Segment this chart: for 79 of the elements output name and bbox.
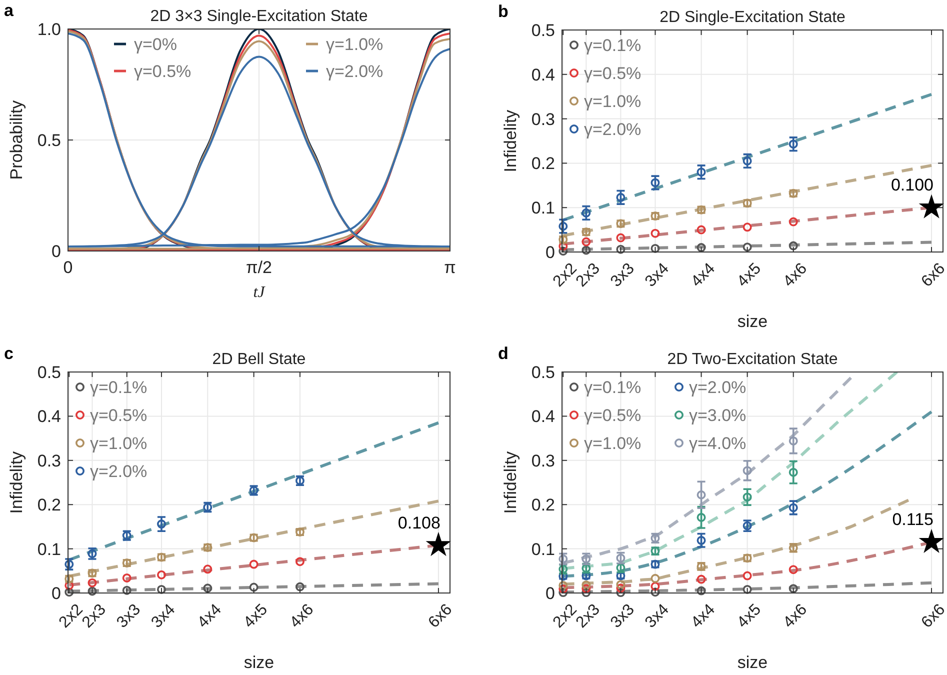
legend-label: γ=1.0% bbox=[326, 35, 384, 54]
y-tick-label: 0 bbox=[52, 242, 61, 261]
x-axis-title: tJ bbox=[253, 284, 266, 301]
x-tick-label: 0 bbox=[63, 258, 73, 277]
y-axis-title: Infidelity bbox=[7, 450, 26, 514]
legend-label: γ=0.5% bbox=[584, 64, 642, 83]
legend-label: γ=2.0% bbox=[90, 462, 148, 481]
text: d bbox=[498, 344, 508, 363]
y-tick-label: 0.2 bbox=[37, 496, 61, 515]
annotation: 0.115 bbox=[892, 510, 934, 530]
x-tick-label: π bbox=[444, 258, 456, 277]
y-tick-label: 0.2 bbox=[531, 496, 555, 515]
y-tick-label: 0.5 bbox=[531, 363, 555, 382]
x-tick-label: 3x4 bbox=[642, 260, 672, 290]
y-tick-label: 0.3 bbox=[531, 110, 555, 129]
x-tick-label: 4x5 bbox=[734, 601, 765, 632]
y-tick-label: 0.2 bbox=[531, 154, 555, 174]
y-tick-label: 0.1 bbox=[37, 540, 61, 559]
x-tick-label: 4x5 bbox=[240, 601, 272, 632]
y-tick-label: 0.1 bbox=[531, 540, 555, 559]
x-tick-label: 6x6 bbox=[425, 601, 456, 632]
chart-title: 2D Two-Excitation State bbox=[667, 351, 838, 368]
legend-label: γ=0.1% bbox=[584, 378, 642, 397]
legend-label: γ=1.0% bbox=[584, 92, 642, 111]
legend-label: γ=0.5% bbox=[584, 406, 642, 425]
legend-label: γ=2.0% bbox=[689, 378, 746, 397]
x-tick-label: 6x6 bbox=[918, 260, 947, 290]
legend-label: γ=3.0% bbox=[689, 406, 746, 425]
y-tick-label: 0.4 bbox=[37, 407, 61, 426]
legend-label: γ=0.5% bbox=[90, 406, 148, 425]
x-tick-label: 3x3 bbox=[114, 601, 144, 632]
x-tick-label: 3x3 bbox=[608, 260, 638, 290]
x-tick-label: 3x4 bbox=[642, 601, 672, 632]
y-axis-title: Infidelity bbox=[501, 109, 520, 172]
y-tick-label: 0.5 bbox=[37, 131, 61, 150]
annotation: 0.108 bbox=[398, 513, 440, 532]
y-tick-label: 0.3 bbox=[531, 451, 555, 470]
x-tick-label: 4x4 bbox=[688, 260, 719, 290]
x-axis-title: size bbox=[737, 312, 768, 331]
y-tick-label: 0 bbox=[546, 243, 555, 262]
legend-label: γ=1.0% bbox=[584, 434, 642, 453]
annotation: 0.100 bbox=[890, 176, 934, 195]
chart-title: 2D Bell State bbox=[212, 351, 306, 368]
x-tick-label: 4x6 bbox=[286, 601, 318, 632]
y-tick-label: 0.3 bbox=[37, 451, 61, 470]
x-tick-label: 4x4 bbox=[194, 601, 225, 632]
legend-label: γ=4.0% bbox=[689, 434, 746, 453]
legend-label: γ=0.1% bbox=[90, 378, 148, 397]
text: c bbox=[4, 344, 14, 363]
text: b bbox=[498, 2, 508, 21]
y-tick-label: 0.5 bbox=[37, 363, 61, 382]
x-tick-label: 3x4 bbox=[148, 601, 179, 632]
legend-label: γ=0.1% bbox=[584, 36, 642, 55]
y-tick-label: 0.1 bbox=[531, 198, 555, 218]
x-axis-title: size bbox=[244, 653, 274, 672]
y-tick-label: 0.4 bbox=[531, 65, 555, 84]
chart-title: 2D 3×3 Single-Excitation State bbox=[150, 8, 368, 25]
legend-label: γ=2.0% bbox=[326, 62, 384, 81]
x-tick-label: π/2 bbox=[246, 258, 272, 277]
y-tick-label: 0.4 bbox=[531, 407, 555, 426]
y-tick-label: 0.5 bbox=[531, 21, 555, 40]
x-tick-label: 4x4 bbox=[688, 601, 719, 632]
legend-label: γ=1.0% bbox=[90, 434, 148, 453]
x-tick-label: 4x6 bbox=[780, 601, 811, 632]
legend-label: γ=2.0% bbox=[584, 120, 642, 139]
x-tick-label: 3x3 bbox=[608, 601, 638, 632]
text: a bbox=[4, 1, 14, 20]
y-axis-title: Infidelity bbox=[501, 450, 520, 514]
legend-label: γ=0% bbox=[134, 35, 177, 54]
y-tick-label: 1.0 bbox=[37, 20, 61, 39]
x-tick-label: 4x5 bbox=[734, 260, 765, 290]
x-tick-label: 4x6 bbox=[780, 260, 811, 290]
x-axis-title: size bbox=[737, 653, 768, 672]
y-tick-label: 0 bbox=[52, 584, 61, 603]
y-axis-title: Probability bbox=[7, 100, 26, 180]
x-tick-label: 6x6 bbox=[918, 601, 947, 632]
y-tick-label: 0 bbox=[546, 584, 555, 603]
legend-label: γ=0.5% bbox=[134, 62, 192, 81]
chart-title: 2D Single-Excitation State bbox=[660, 9, 846, 26]
